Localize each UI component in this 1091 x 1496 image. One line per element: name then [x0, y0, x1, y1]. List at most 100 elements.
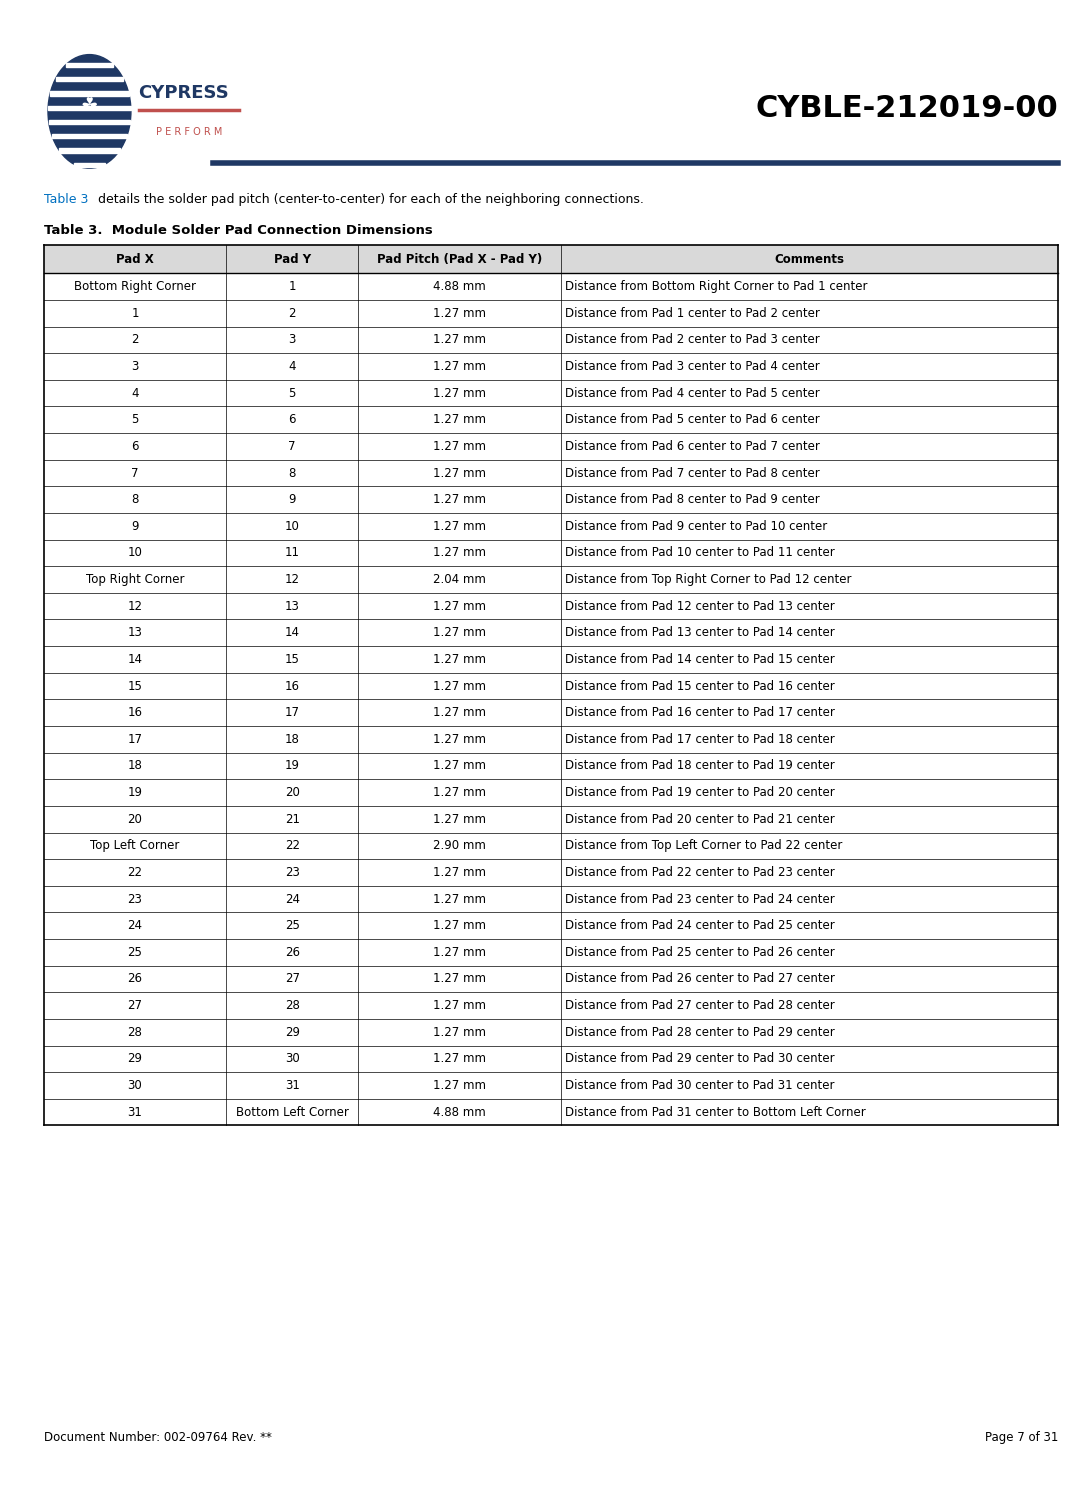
Text: 17: 17 [128, 733, 143, 747]
Text: 12: 12 [128, 600, 143, 613]
Text: Distance from Pad 7 center to Pad 8 center: Distance from Pad 7 center to Pad 8 cent… [565, 467, 820, 480]
Text: Pad X: Pad X [116, 253, 154, 266]
Text: 5: 5 [288, 386, 296, 399]
Text: 13: 13 [285, 600, 300, 613]
Text: 5: 5 [131, 413, 139, 426]
Text: 25: 25 [128, 945, 143, 959]
Text: Distance from Pad 20 center to Pad 21 center: Distance from Pad 20 center to Pad 21 ce… [565, 812, 835, 826]
Text: Distance from Bottom Right Corner to Pad 1 center: Distance from Bottom Right Corner to Pad… [565, 280, 867, 293]
Text: Distance from Pad 18 center to Pad 19 center: Distance from Pad 18 center to Pad 19 ce… [565, 760, 835, 772]
Bar [44, 274, 1058, 299]
Text: 19: 19 [128, 785, 143, 799]
Text: 9: 9 [131, 519, 139, 533]
Text: ☘: ☘ [81, 96, 98, 115]
Bar [44, 992, 1058, 1019]
Text: 2: 2 [131, 334, 139, 347]
Text: 23: 23 [128, 893, 143, 905]
Bar [56, 78, 123, 81]
Text: 1.27 mm: 1.27 mm [433, 494, 487, 506]
Text: 6: 6 [288, 413, 296, 426]
Bar [44, 965, 1058, 992]
Text: Distance from Top Right Corner to Pad 12 center: Distance from Top Right Corner to Pad 12… [565, 573, 852, 586]
Text: CYBLE-212019-00: CYBLE-212019-00 [756, 94, 1058, 123]
Text: Distance from Pad 10 center to Pad 11 center: Distance from Pad 10 center to Pad 11 ce… [565, 546, 835, 560]
Bar [44, 380, 1058, 407]
Text: 1.27 mm: 1.27 mm [433, 733, 487, 747]
Text: 7: 7 [288, 440, 296, 453]
Text: Distance from Pad 12 center to Pad 13 center: Distance from Pad 12 center to Pad 13 ce… [565, 600, 835, 613]
Text: 1.27 mm: 1.27 mm [433, 919, 487, 932]
Text: 2.90 mm: 2.90 mm [433, 839, 487, 853]
Text: 1.27 mm: 1.27 mm [433, 600, 487, 613]
Text: 28: 28 [128, 1026, 143, 1038]
Text: P E R F O R M: P E R F O R M [156, 127, 221, 138]
Text: 14: 14 [285, 627, 300, 639]
Text: Document Number: 002-09764 Rev. **: Document Number: 002-09764 Rev. ** [44, 1430, 272, 1444]
Text: 1: 1 [131, 307, 139, 320]
Bar [44, 673, 1058, 699]
Bar [44, 913, 1058, 939]
Text: 22: 22 [128, 866, 143, 880]
Bar [44, 752, 1058, 779]
Text: 1.27 mm: 1.27 mm [433, 361, 487, 373]
Bar [44, 245, 1058, 274]
Bar [44, 326, 1058, 353]
Text: Distance from Pad 22 center to Pad 23 center: Distance from Pad 22 center to Pad 23 ce… [565, 866, 835, 880]
Text: 1.27 mm: 1.27 mm [433, 893, 487, 905]
Bar [44, 432, 1058, 459]
Bar [52, 135, 127, 138]
Text: 1.27 mm: 1.27 mm [433, 413, 487, 426]
Text: 1.27 mm: 1.27 mm [433, 679, 487, 693]
Text: 1.27 mm: 1.27 mm [433, 706, 487, 720]
Text: 18: 18 [128, 760, 143, 772]
Text: 8: 8 [131, 494, 139, 506]
Text: 23: 23 [285, 866, 300, 880]
Text: 1.27 mm: 1.27 mm [433, 760, 487, 772]
Text: Pad Y: Pad Y [274, 253, 311, 266]
Text: Distance from Pad 8 center to Pad 9 center: Distance from Pad 8 center to Pad 9 cent… [565, 494, 820, 506]
Text: 1.27 mm: 1.27 mm [433, 812, 487, 826]
Bar [44, 646, 1058, 673]
Text: Distance from Pad 28 center to Pad 29 center: Distance from Pad 28 center to Pad 29 ce… [565, 1026, 835, 1038]
Text: 30: 30 [285, 1052, 300, 1065]
Text: 14: 14 [128, 652, 143, 666]
Text: 27: 27 [128, 999, 143, 1013]
Text: 10: 10 [128, 546, 143, 560]
Bar [44, 459, 1058, 486]
Text: 17: 17 [285, 706, 300, 720]
Bar [44, 1019, 1058, 1046]
Text: Page 7 of 31: Page 7 of 31 [985, 1430, 1058, 1444]
Text: 1.27 mm: 1.27 mm [433, 546, 487, 560]
Text: 3: 3 [288, 334, 296, 347]
Text: 1.27 mm: 1.27 mm [433, 1052, 487, 1065]
Bar [44, 886, 1058, 913]
Bar [44, 619, 1058, 646]
Text: Distance from Pad 13 center to Pad 14 center: Distance from Pad 13 center to Pad 14 ce… [565, 627, 835, 639]
Text: Top Right Corner: Top Right Corner [86, 573, 184, 586]
Text: 15: 15 [285, 652, 300, 666]
Text: 29: 29 [285, 1026, 300, 1038]
Circle shape [48, 55, 131, 169]
Bar [49, 120, 130, 124]
Text: 27: 27 [285, 972, 300, 986]
Text: 4.88 mm: 4.88 mm [433, 280, 485, 293]
Bar [44, 1073, 1058, 1098]
Text: Distance from Pad 9 center to Pad 10 center: Distance from Pad 9 center to Pad 10 cen… [565, 519, 827, 533]
Text: 1.27 mm: 1.27 mm [433, 334, 487, 347]
Text: Distance from Top Left Corner to Pad 22 center: Distance from Top Left Corner to Pad 22 … [565, 839, 842, 853]
Text: 22: 22 [285, 839, 300, 853]
Text: 1.27 mm: 1.27 mm [433, 972, 487, 986]
Bar [44, 565, 1058, 592]
Text: 1.27 mm: 1.27 mm [433, 307, 487, 320]
Text: 1.27 mm: 1.27 mm [433, 519, 487, 533]
Bar [44, 486, 1058, 513]
Text: 4: 4 [131, 386, 139, 399]
Bar [44, 299, 1058, 326]
Text: Distance from Pad 3 center to Pad 4 center: Distance from Pad 3 center to Pad 4 cent… [565, 361, 820, 373]
Text: Bottom Left Corner: Bottom Left Corner [236, 1106, 349, 1119]
Text: Distance from Pad 29 center to Pad 30 center: Distance from Pad 29 center to Pad 30 ce… [565, 1052, 835, 1065]
Text: 1.27 mm: 1.27 mm [433, 440, 487, 453]
Text: Distance from Pad 14 center to Pad 15 center: Distance from Pad 14 center to Pad 15 ce… [565, 652, 835, 666]
Text: 1.27 mm: 1.27 mm [433, 945, 487, 959]
Text: 4.88 mm: 4.88 mm [433, 1106, 485, 1119]
